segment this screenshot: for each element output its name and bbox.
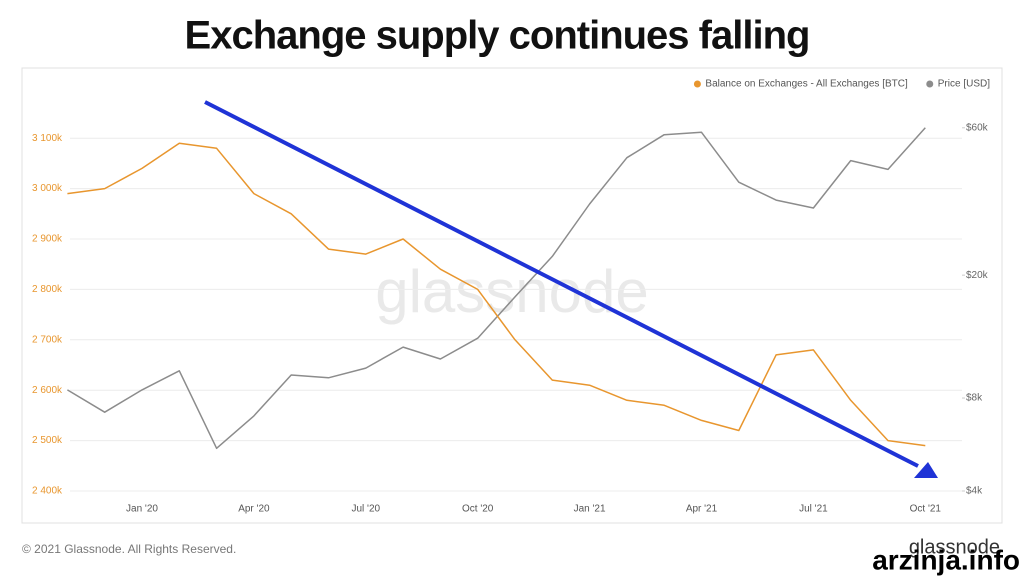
x-tick-label: Jan '21 xyxy=(574,504,606,515)
copyright: © 2021 Glassnode. All Rights Reserved. xyxy=(22,542,236,556)
legend-label: Price [USD] xyxy=(938,79,990,90)
y-tick-label: 2 900k xyxy=(32,234,63,245)
series-line xyxy=(67,142,926,447)
y2-tick-label: $20k xyxy=(966,270,989,281)
x-tick-label: Jul '20 xyxy=(352,504,381,515)
y-tick-label: 2 500k xyxy=(32,435,63,446)
x-tick-label: Oct '20 xyxy=(462,504,494,515)
series-line xyxy=(67,127,926,450)
watermark: glassnode xyxy=(375,258,649,325)
y2-tick-label: $60k xyxy=(966,122,989,133)
grid: 2 400k 2 500k 2 600k 2 700k 2 800k 2 900k 3 00… xyxy=(32,122,989,514)
y-tick-label: 3 000k xyxy=(32,183,63,194)
legend-label: Balance on Exchanges - All Exchanges [BT… xyxy=(705,79,908,90)
trend-arrow xyxy=(204,100,919,468)
logo: glassnode xyxy=(909,536,1000,558)
legend: Price [USD] Balance on Exchanges - All Ex… xyxy=(693,79,990,90)
y-tick-label: 2 700k xyxy=(32,334,63,345)
chart-title: Exchange supply continues falling xyxy=(185,14,810,58)
plot xyxy=(67,127,926,450)
y2-tick-label: $8k xyxy=(966,393,983,404)
legend-marker xyxy=(693,80,701,88)
x-tick-label: Jul '21 xyxy=(799,504,828,515)
arrow-head xyxy=(914,462,938,478)
site-watermark: arzinja.info xyxy=(872,544,1020,575)
y2-tick-label: $4k xyxy=(966,486,983,497)
y-tick-label: 2 800k xyxy=(32,284,63,295)
x-tick-label: Oct '21 xyxy=(910,504,942,515)
x-tick-label: Apr '20 xyxy=(238,504,270,515)
y-tick-label: 2 600k xyxy=(32,385,63,396)
y-tick-label: 2 400k xyxy=(32,486,63,497)
x-tick-label: Jan '20 xyxy=(126,504,158,515)
legend-marker xyxy=(926,80,934,88)
x-tick-label: Apr '21 xyxy=(686,504,718,515)
y-tick-label: 3 100k xyxy=(32,133,63,144)
